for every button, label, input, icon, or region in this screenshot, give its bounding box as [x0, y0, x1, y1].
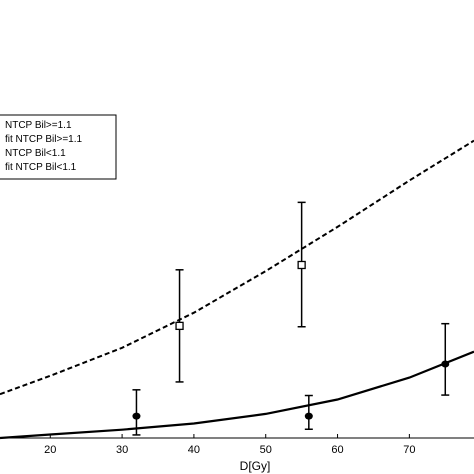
- data-point-circle: [441, 360, 450, 368]
- data-point-circle: [304, 412, 313, 420]
- legend-entry: fit NTCP Bil<1.1: [5, 162, 77, 173]
- axes: 20 30 40 50 60 70: [0, 434, 474, 456]
- x-tick-label: 70: [403, 444, 415, 456]
- x-tick-label: 40: [188, 444, 200, 456]
- fit-curve-bil-low: [0, 350, 474, 440]
- x-axis-label: D[Gy]: [240, 459, 271, 473]
- legend-entry: NTCP Bil<1.1: [5, 148, 66, 159]
- data-point-circle: [132, 412, 141, 420]
- x-tick-label: 20: [44, 444, 56, 456]
- legend-entry: fit NTCP Bil>=1.1: [5, 134, 83, 145]
- data-point-square: [297, 260, 306, 270]
- fit-curve-bil-high: [0, 139, 474, 396]
- legend-box: [0, 114, 117, 180]
- legend-entry: NTCP Bil>=1.1: [5, 120, 72, 131]
- x-tick-label: 60: [331, 444, 343, 456]
- legend: NTCP Bil>=1.1 fit NTCP Bil>=1.1 NTCP Bil<1…: [0, 114, 117, 180]
- x-tick-label: 30: [116, 444, 128, 456]
- data-point-square: [175, 321, 184, 331]
- x-tick-label: 50: [260, 444, 272, 456]
- plot-area: [0, 139, 474, 440]
